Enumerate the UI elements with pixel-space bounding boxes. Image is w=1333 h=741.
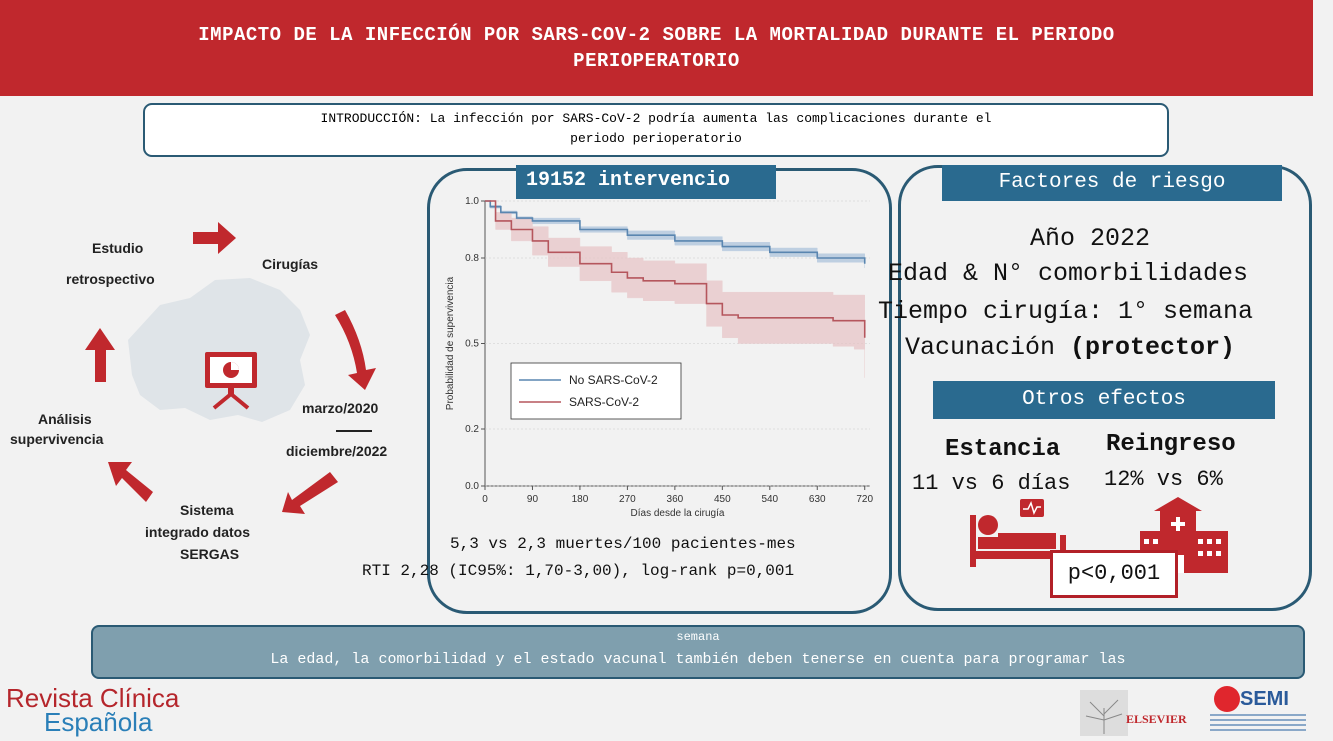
- cycle-retrospectivo: retrospectivo: [66, 271, 155, 287]
- estancia-label: Estancia: [945, 436, 1061, 463]
- other-effects-title: Otros efectos: [933, 381, 1275, 419]
- factor-tiempo: Tiempo cirugía: 1° semana: [878, 297, 1254, 326]
- reingreso-label: Reingreso: [1106, 431, 1236, 458]
- elsevier-tree-icon: [1080, 690, 1128, 736]
- interventions-title: 19152 intervencio: [516, 165, 776, 199]
- factors-title: Factores de riesgo: [942, 165, 1282, 201]
- conclusion-line1: semana: [676, 630, 720, 644]
- semi-logo-subtitle: [1210, 714, 1306, 732]
- chart-lines: [485, 200, 866, 338]
- factor-year: Año 2022: [1030, 224, 1151, 253]
- journal-logo-line1: Revista Clínica: [6, 683, 180, 713]
- x-axis-label: Días desde la cirugía: [631, 508, 725, 519]
- x-tick-label: 450: [714, 494, 731, 505]
- cycle-analisis1: Análisis: [38, 411, 92, 427]
- presentation-icon: [205, 352, 257, 410]
- cycle-sistema1: Sistema: [180, 502, 234, 518]
- y-tick-label: 0.0: [465, 481, 479, 492]
- arrow-left-up-icon: [85, 328, 115, 382]
- ci-band-series-1: [485, 200, 865, 378]
- arrow-right-down-icon: [335, 310, 376, 390]
- semi-logo-text: SEMI: [1240, 688, 1289, 710]
- x-tick-label: 90: [527, 494, 539, 505]
- y-tick-label: 0.5: [465, 339, 479, 350]
- survival-line-series-1: [485, 200, 866, 338]
- arrow-top-right-icon: [193, 222, 236, 254]
- elsevier-logo-text: ELSEVIER: [1126, 712, 1187, 726]
- y-tick-label: 1.0: [465, 196, 479, 207]
- chart-bands: [485, 200, 865, 378]
- date-divider: [336, 430, 372, 432]
- x-tick-label: 630: [809, 494, 826, 505]
- x-tick-label: 720: [856, 494, 873, 505]
- effects-icons: [970, 497, 1228, 573]
- cycle-sistema2: integrado datos: [145, 524, 251, 540]
- hospital-bed-icon: [970, 499, 1066, 567]
- header-banner: IMPACTO DE LA INFECCIÓN POR SARS-COV-2 S…: [0, 0, 1313, 96]
- intro-box: INTRODUCCIÓN: La infección por SARS-CoV-…: [143, 103, 1169, 157]
- cycle-arrows: [85, 222, 376, 514]
- cycle-sistema3: SERGAS: [180, 546, 240, 562]
- stat-rti: RTI 2,28 (IC95%: 1,70-3,00), log-rank p=…: [362, 562, 795, 580]
- estancia-value: 11 vs 6 días: [912, 471, 1071, 496]
- arrow-bottom-left-icon: [108, 462, 153, 502]
- semi-logo-icon: [1214, 686, 1240, 712]
- reingreso-value: 12% vs 6%: [1104, 467, 1223, 492]
- journal-logo-line2: Española: [44, 707, 153, 737]
- survival-chart: 0.0 0.2 0.5 0.8 1.0 0 90 180 270 360 450 540 630 720 D…: [445, 196, 874, 519]
- cycle-analisis2: supervivencia: [10, 431, 104, 447]
- intro-line2: periodo perioperatorio: [570, 131, 742, 146]
- y-tick-label: 0.2: [465, 424, 479, 435]
- factor-edad: Edad & N° comorbilidades: [888, 259, 1249, 288]
- factor-vacunacion: Vacunación (protector): [905, 333, 1236, 362]
- header-title-line2: PERIOPERATORIO: [573, 50, 740, 72]
- x-tick-label: 180: [572, 494, 589, 505]
- p-value-box: p<0,001: [1050, 550, 1178, 598]
- legend-label-1: SARS-CoV-2: [569, 395, 639, 409]
- cycle-cirugias: Cirugías: [262, 256, 319, 272]
- legend-label-0: No SARS-CoV-2: [569, 373, 658, 387]
- chart-axes: 0.0 0.2 0.5 0.8 1.0 0 90 180 270 360 450 540 630 720 D…: [445, 196, 874, 519]
- header-title-line1: IMPACTO DE LA INFECCIÓN POR SARS-COV-2 S…: [198, 24, 1115, 46]
- arrow-bottom-right-icon: [282, 472, 338, 514]
- study-cycle-graphic: [85, 222, 376, 514]
- cycle-diciembre: diciembre/2022: [286, 443, 388, 459]
- conclusion-box: semana La edad, la comorbilidad y el est…: [91, 625, 1305, 679]
- x-tick-label: 360: [667, 494, 684, 505]
- x-tick-label: 270: [619, 494, 636, 505]
- intro-line1: INTRODUCCIÓN: La infección por SARS-CoV-…: [320, 111, 992, 126]
- y-axis-label: Probabilidad de supervivencia: [445, 276, 456, 410]
- survival-line-series-0: [485, 200, 866, 264]
- galicia-map-icon: [128, 278, 310, 422]
- cycle-estudio: Estudio: [92, 240, 144, 256]
- x-tick-label: 540: [761, 494, 778, 505]
- cycle-marzo: marzo/2020: [302, 400, 379, 416]
- conclusion-line2: La edad, la comorbilidad y el estado vac…: [270, 651, 1126, 668]
- chart-legend: No SARS-CoV-2 SARS-CoV-2: [510, 362, 682, 420]
- x-tick-label: 0: [482, 494, 488, 505]
- legend-box: [510, 362, 682, 420]
- y-tick-label: 0.8: [465, 253, 479, 264]
- stat-muertes: 5,3 vs 2,3 muertes/100 pacientes-mes: [450, 535, 796, 553]
